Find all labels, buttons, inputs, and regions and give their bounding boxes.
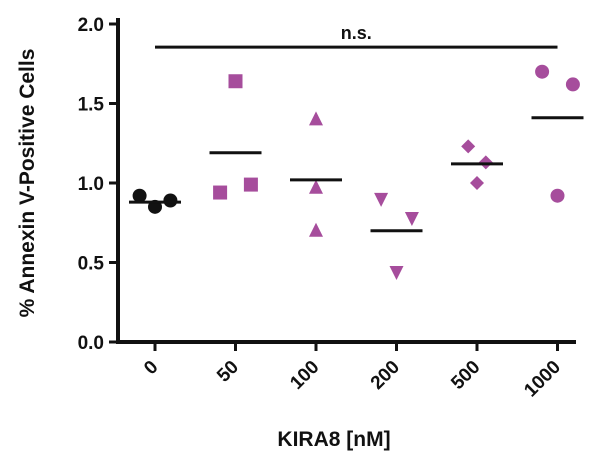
data-point (478, 155, 493, 170)
y-tick-label: 0.5 (78, 254, 105, 275)
data-point (470, 176, 484, 190)
y-tick-label: 1.0 (78, 174, 104, 195)
data-point (389, 266, 404, 281)
data-point (309, 111, 323, 126)
data-point (374, 192, 389, 207)
data-point (565, 77, 580, 92)
data-point (535, 64, 550, 79)
series-100 (290, 111, 342, 237)
data-point (243, 177, 258, 192)
series-50 (209, 74, 262, 200)
x-tick-label: 50 (213, 357, 243, 387)
x-tick-label: 500 (447, 357, 484, 394)
significance-label: n.s. (341, 23, 372, 43)
data-point (132, 188, 147, 203)
x-tick-label: 1000 (520, 357, 565, 402)
y-tick-label: 1.5 (78, 95, 105, 116)
x-axis-label: KIRA8 [nM] (277, 428, 390, 451)
y-tick-label: 0.0 (78, 333, 104, 354)
series-200 (370, 192, 423, 281)
data-point (213, 185, 228, 200)
data-point (228, 74, 243, 89)
data-point (163, 193, 178, 208)
series-0 (129, 188, 181, 214)
series-1000 (531, 64, 584, 203)
data-point (550, 188, 565, 203)
data-point (309, 222, 323, 237)
x-tick-label: 200 (367, 357, 404, 394)
x-tick-label: 0 (140, 357, 162, 379)
data-point (404, 211, 419, 226)
x-tick-label: 100 (286, 357, 323, 394)
series-500 (451, 139, 503, 190)
data-point (461, 139, 476, 154)
y-tick-label: 2.0 (78, 15, 104, 36)
y-axis-label: % Annexin V-Positive Cells (16, 49, 39, 318)
data-marks: n.s. (129, 23, 584, 281)
data-point (309, 179, 323, 194)
